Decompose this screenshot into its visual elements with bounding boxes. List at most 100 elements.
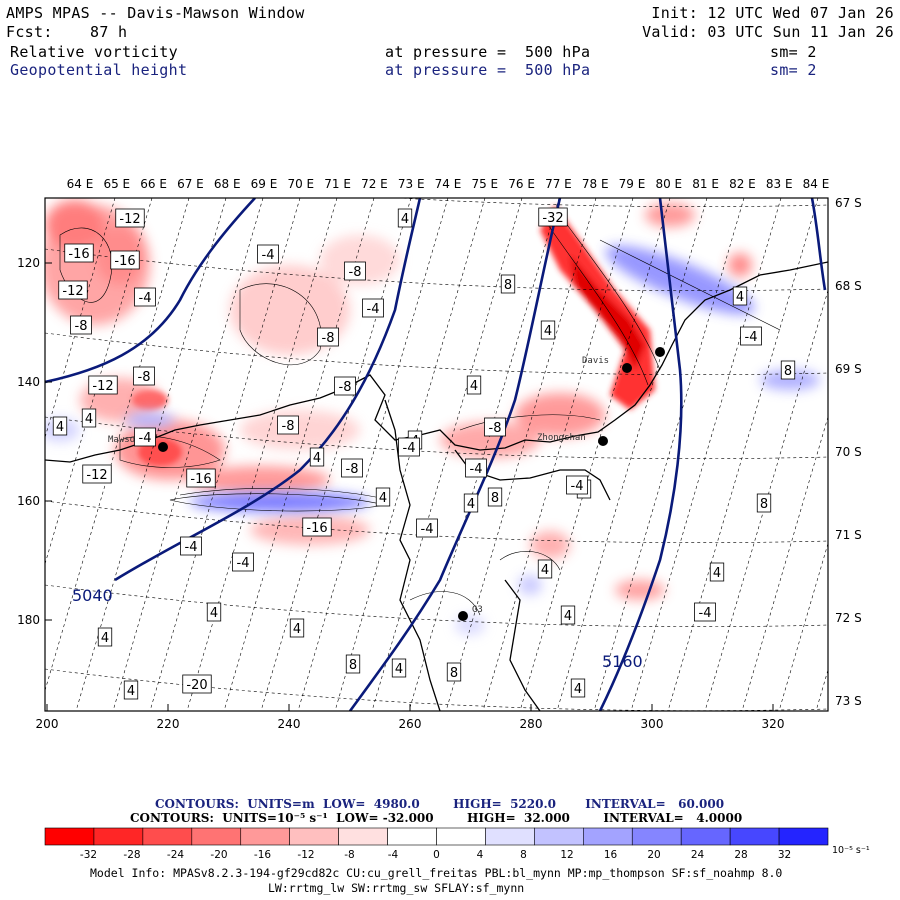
field2-smoothing: sm= 2	[770, 61, 817, 79]
svg-text:-16: -16	[68, 247, 89, 262]
vorticity-label: -8	[317, 327, 339, 347]
vorticity-label: -8	[277, 415, 299, 435]
colorbar-swatch	[191, 827, 242, 846]
svg-text:4: 4	[293, 622, 301, 637]
vorticity-label: 4	[732, 286, 748, 306]
colorbar-swatch	[240, 827, 290, 846]
vorticity-label: -8	[341, 458, 363, 478]
axes: 64 E 65 E 66 E 67 E 68 E 69 E 70 E 71 E 72 E 73 E…	[17, 177, 862, 731]
vorticity-label: 4	[375, 487, 391, 507]
colorbar-label: 32	[778, 849, 791, 861]
contours-heights: CONTOURS: UNITS=m LOW= 4980.0 HIGH= 5220…	[155, 797, 725, 811]
colorbar: -32 -28 -24 -20 -16 -12 -8 -4 0 4 8 12 16 20 24 28 32 10⁻…	[44, 827, 870, 861]
vorticity-label: -4	[566, 475, 588, 495]
vorticity-label: -8	[133, 366, 155, 386]
vorticity-label: 8	[500, 274, 516, 294]
mawson-marker	[158, 442, 168, 452]
svg-text:4: 4	[713, 566, 721, 581]
station-mawson: Mawson	[108, 435, 141, 445]
vorticity-label: 4	[560, 605, 576, 625]
x-tick-label: 260	[399, 717, 422, 731]
field2-level: at pressure = 500 hPa	[385, 61, 591, 79]
vorticity-label: 4	[289, 618, 305, 638]
meridian-line	[519, 198, 671, 711]
x-tick-label: 280	[520, 717, 543, 731]
colorbar-label: -20	[210, 849, 227, 861]
vorticity-label: 4	[709, 562, 725, 582]
lon-label: 66 E	[140, 177, 167, 191]
vorticity-label: -16	[186, 468, 216, 488]
svg-text:-12: -12	[62, 284, 83, 299]
vorticity-label: 4	[466, 375, 482, 395]
colorbar-swatch	[142, 827, 193, 846]
lon-label: 69 E	[251, 177, 278, 191]
vorticity-labels: -12 -16 -16 -12 -4 -8 -4 4 -8 -4 -8 -12 -8 4 4 -8 -8 -4 4 -…	[52, 207, 796, 700]
colorbar-swatch	[436, 827, 486, 846]
svg-text:-4: -4	[139, 291, 152, 306]
lon-label: 76 E	[508, 177, 535, 191]
parallel-line	[45, 416, 828, 459]
lon-label: 70 E	[287, 177, 314, 191]
lat-label: 71 S	[835, 528, 862, 542]
meridian-line	[223, 198, 375, 711]
meridian-line	[890, 198, 900, 711]
svg-text:-4: -4	[367, 302, 380, 317]
x-tick-label: 200	[36, 717, 59, 731]
parallel-line	[45, 332, 828, 375]
station-g3: G3	[472, 605, 483, 615]
svg-text:-16: -16	[190, 472, 211, 487]
svg-text:4: 4	[470, 379, 478, 394]
svg-text:-8: -8	[346, 462, 359, 477]
y-tick-label: 160	[17, 494, 40, 508]
colorbar-label: 0	[433, 849, 440, 861]
vorticity-label: -32	[538, 207, 568, 227]
vorticity-label: 8	[756, 493, 772, 513]
station-zhongshan: Zhongshan	[537, 433, 586, 443]
svg-text:8: 8	[450, 666, 458, 681]
colorbar-label: -8	[344, 849, 354, 861]
svg-text:4: 4	[467, 497, 475, 512]
svg-text:8: 8	[491, 491, 499, 506]
svg-text:4: 4	[313, 451, 321, 466]
meridian-line	[186, 198, 338, 711]
coastline	[45, 261, 828, 711]
colorbar-label: 28	[734, 849, 747, 861]
meridian-line	[45, 198, 190, 692]
svg-text:-4: -4	[699, 606, 712, 621]
colorbar-label: 4	[477, 849, 484, 861]
svg-text:-12: -12	[92, 379, 113, 394]
y-tick-label: 180	[17, 613, 40, 627]
lat-label: 67 S	[835, 196, 862, 210]
svg-text:-20: -20	[186, 678, 207, 693]
colorbar-swatch	[485, 827, 535, 846]
meridian-line	[260, 198, 412, 711]
x-tick-label: 220	[157, 717, 180, 731]
svg-text:4: 4	[127, 684, 135, 699]
vorticity-label: -16	[110, 250, 140, 270]
meridian-line	[593, 198, 745, 711]
lon-label: 71 E	[324, 177, 351, 191]
lon-label: 83 E	[766, 177, 793, 191]
meridian-line	[482, 198, 634, 711]
model-info-line2: LW:rrtmg_lw SW:rrtmg_sw SFLAY:sf_mynn	[268, 881, 525, 895]
field1-smoothing: sm= 2	[770, 43, 817, 61]
svg-text:-16: -16	[306, 521, 327, 536]
colorbar-label: -4	[388, 849, 399, 861]
colorbar-swatch	[778, 827, 829, 846]
meridian-line	[556, 198, 708, 711]
meridian-line	[334, 198, 486, 711]
x-tick-label: 300	[641, 717, 664, 731]
lon-label: 80 E	[655, 177, 682, 191]
svg-text:-8: -8	[322, 331, 335, 346]
vorticity-label: -4	[416, 518, 438, 538]
lon-label: 67 E	[177, 177, 204, 191]
colorbar-swatch	[680, 827, 731, 846]
vorticity-label: -8	[344, 261, 366, 281]
y-tick-label: 120	[17, 256, 40, 270]
meridian-line	[149, 198, 301, 711]
svg-text:-8: -8	[138, 370, 151, 385]
vorticity-label: -12	[115, 208, 145, 228]
svg-text:-16: -16	[114, 254, 135, 269]
svg-text:4: 4	[401, 212, 409, 227]
lat-label: 72 S	[835, 611, 862, 625]
